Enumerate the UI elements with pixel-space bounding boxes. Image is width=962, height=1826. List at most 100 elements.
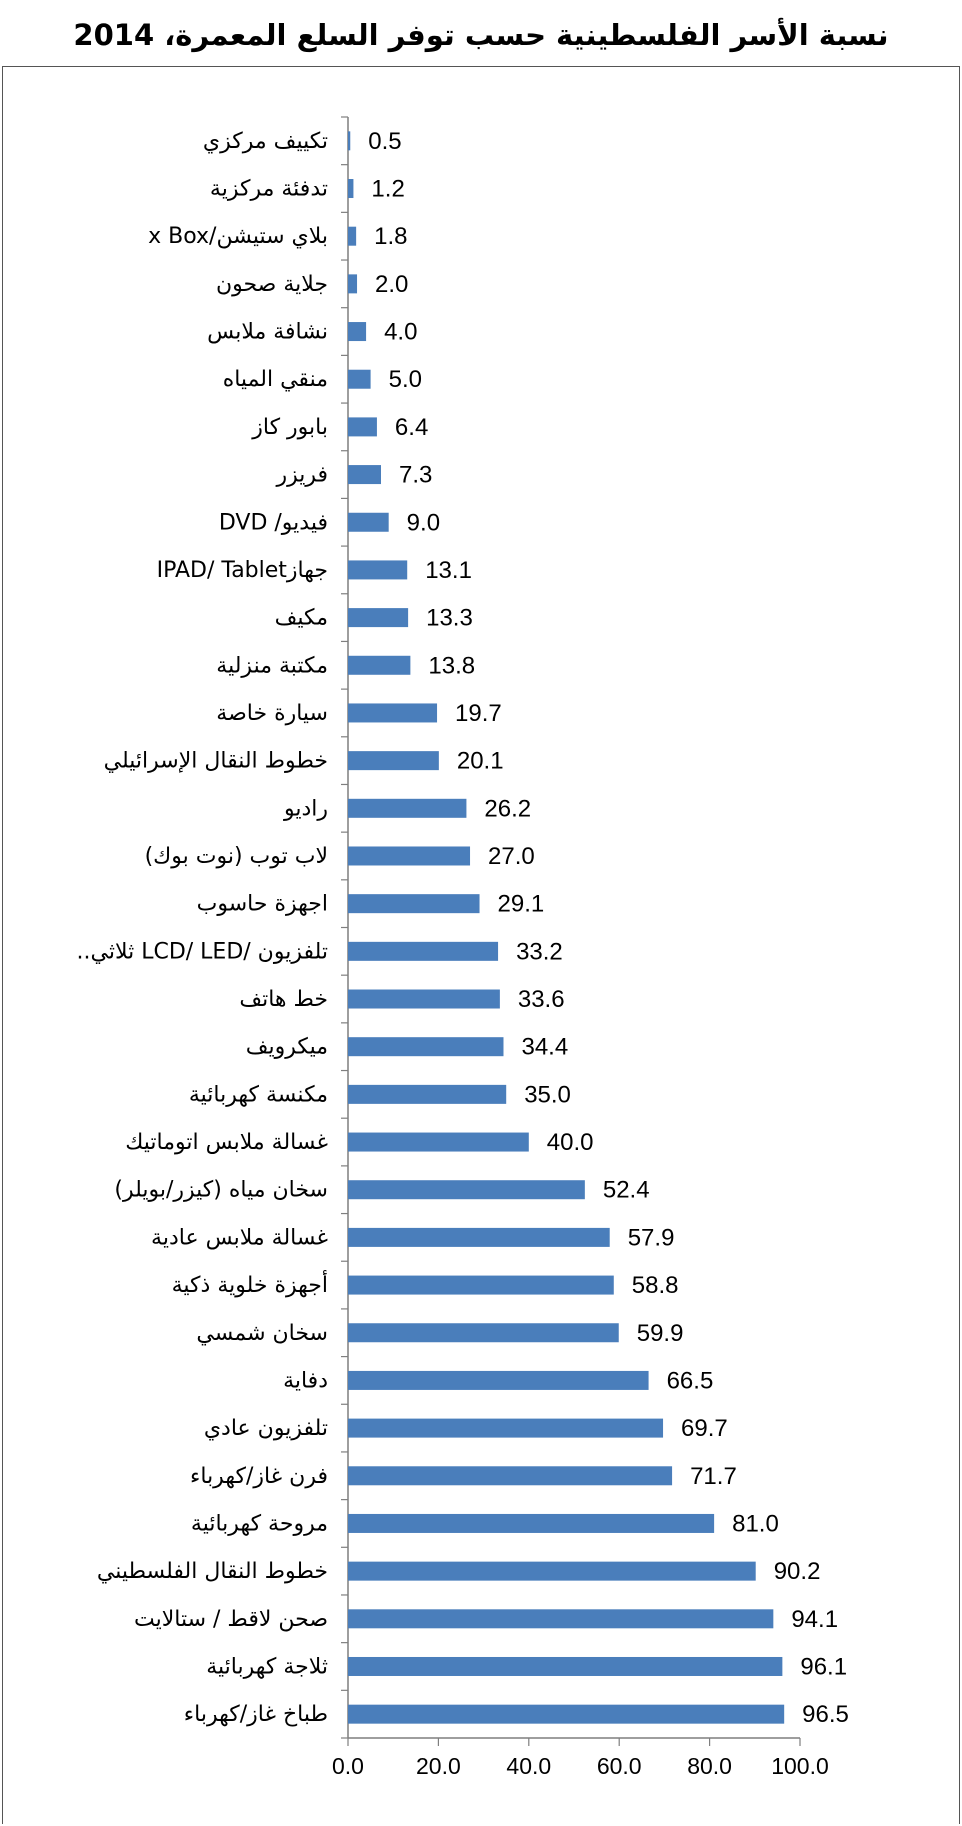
category-label: فرن غاز/كهرباء (190, 1464, 328, 1489)
bar (348, 608, 409, 628)
bar (348, 655, 411, 675)
data-label: 2.0 (375, 271, 408, 298)
category-label: مروحة كهربائية (191, 1511, 328, 1536)
bar (348, 1656, 783, 1676)
data-label: 96.5 (802, 1701, 849, 1728)
x-tick-label: 40.0 (506, 1753, 551, 1779)
x-tick-label: 0.0 (332, 1753, 364, 1779)
category-label: مكتبة منزلية (216, 653, 328, 678)
bar (348, 322, 367, 342)
data-label: 9.0 (407, 509, 440, 536)
bar (348, 1561, 756, 1581)
data-label: 58.8 (632, 1272, 679, 1299)
data-label: 40.0 (547, 1129, 594, 1156)
data-label: 96.1 (800, 1653, 847, 1680)
category-label: مكيف (275, 606, 328, 631)
data-label: 13.8 (428, 652, 475, 679)
bar (348, 989, 500, 1009)
data-label: 6.4 (395, 414, 428, 441)
labels-layer: 0.5 تكييف مركزي 1.2 تدفئة مركزية 1.8 بلاي ستي… (77, 128, 849, 1728)
category-label: فيديو/ DVD (219, 510, 328, 535)
data-label: 7.3 (399, 462, 432, 489)
bar (348, 1370, 649, 1390)
category-label: جلاية صحون (216, 272, 328, 297)
data-label: 20.1 (457, 748, 504, 775)
x-tick-label: 20.0 (416, 1753, 461, 1779)
data-label: 52.4 (603, 1177, 650, 1204)
data-label: 59.9 (637, 1320, 684, 1347)
data-label: 33.6 (518, 986, 565, 1013)
x-tick-label: 100.0 (771, 1753, 829, 1779)
category-label: دفاية (283, 1368, 328, 1393)
bar (348, 179, 354, 199)
bar (348, 894, 480, 914)
data-label: 0.5 (368, 128, 401, 155)
bar (348, 369, 371, 389)
data-label: 27.0 (488, 843, 535, 870)
data-label: 33.2 (516, 938, 563, 965)
data-label: 13.3 (426, 605, 473, 632)
bar (348, 1704, 785, 1724)
bar (348, 131, 351, 151)
category-label: سخان مياه (كيزر/بويلر) (114, 1178, 328, 1203)
data-label: 4.0 (384, 319, 417, 346)
category-label: خطوط النقال الإسرائيلي (104, 749, 328, 774)
data-label: 34.4 (521, 1034, 568, 1061)
category-label: صحن لاقط / ستالايت (134, 1607, 328, 1632)
bar (348, 1275, 614, 1295)
bar (348, 1609, 774, 1629)
category-label: بلاي ستيشن/x Box (148, 224, 328, 249)
bar (348, 226, 357, 246)
category-label: أجهزة خلوية ذكية (172, 1270, 328, 1298)
data-label: 5.0 (389, 366, 422, 393)
bar (348, 1513, 715, 1533)
data-label: 94.1 (791, 1606, 838, 1633)
bar (348, 417, 377, 437)
bar (348, 1466, 673, 1486)
bar (348, 1418, 664, 1438)
data-label: 1.8 (374, 223, 407, 250)
data-label: 19.7 (455, 700, 502, 727)
category-label: تلفزيون عادي (204, 1416, 328, 1441)
bar (348, 751, 439, 771)
bar (348, 560, 408, 580)
data-label: 57.9 (628, 1224, 675, 1251)
data-label: 13.1 (425, 557, 472, 584)
data-label: 26.2 (484, 795, 531, 822)
data-label: 1.2 (371, 176, 404, 203)
category-label: طباخ غاز/كهرباء (184, 1702, 328, 1727)
bar (348, 1180, 585, 1200)
bar (348, 703, 438, 723)
bar (348, 1037, 504, 1057)
bar (348, 465, 381, 485)
category-label: لاب توب (نوت بوك) (145, 844, 328, 869)
bar (348, 512, 389, 532)
data-label: 66.5 (667, 1367, 714, 1394)
data-label: 69.7 (681, 1415, 728, 1442)
bar (348, 846, 471, 866)
category-label: جهازIPAD/ Tablet (157, 558, 328, 583)
x-tick-label: 80.0 (687, 1753, 732, 1779)
category-label: تدفئة مركزية (210, 177, 328, 202)
category-label: منقي المياه (223, 367, 328, 392)
data-label: 90.2 (774, 1558, 821, 1585)
category-label: ثلاجة كهربائية (206, 1654, 328, 1679)
category-label: ميكرويف (246, 1035, 328, 1060)
data-label: 29.1 (498, 891, 545, 918)
category-label: سيارة خاصة (216, 701, 328, 726)
chart-title: نسبة الأسر الفلسطينية حسب توفر السلع الم… (73, 18, 889, 52)
bar (348, 274, 358, 294)
data-label: 35.0 (524, 1081, 571, 1108)
category-label: سخان شمسي (196, 1321, 328, 1346)
category-label: غسالة ملابس اتوماتيك (125, 1130, 328, 1155)
category-label: بابور كاز (251, 415, 328, 440)
category-label: غسالة ملابس عادية (151, 1225, 328, 1250)
bar (348, 1323, 619, 1343)
data-label: 71.7 (690, 1463, 737, 1490)
bars-layer (348, 131, 785, 1724)
category-label: خط هاتف (239, 987, 328, 1012)
category-label: مكنسة كهربائية (189, 1082, 328, 1107)
category-label: اجهزة حاسوب (197, 892, 328, 917)
bar (348, 798, 467, 818)
